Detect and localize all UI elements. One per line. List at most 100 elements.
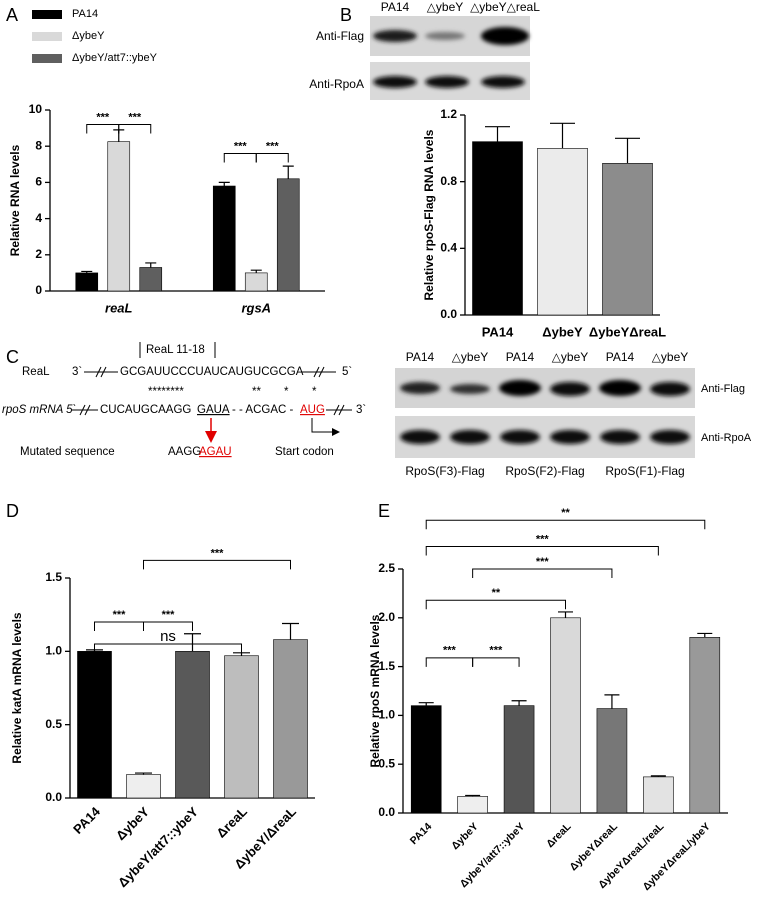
row-label: Anti-Flag: [701, 383, 745, 395]
y-tick-label: 0.8: [440, 174, 457, 188]
significance-label: ***: [234, 140, 248, 152]
significance-label: ***: [266, 140, 280, 152]
bar: [689, 637, 721, 814]
error-bar: [135, 772, 152, 775]
significance-bracket: [86, 123, 120, 134]
significance-label: ***: [211, 547, 225, 559]
bar: [175, 651, 210, 799]
sequence: CUCAUGCAAGG: [100, 404, 191, 416]
error-bar: [650, 775, 666, 777]
significance-bracket: [143, 621, 193, 631]
significance-label: ***: [162, 609, 176, 621]
significance-label: ***: [489, 645, 503, 657]
significance-bracket: [472, 657, 520, 667]
pairing-stars: **: [252, 386, 261, 398]
x-tick-label: ΔybeY: [113, 804, 152, 843]
legend-swatch: [32, 54, 62, 63]
y-tick-label: 0.0: [45, 790, 62, 804]
y-tick-label: 2.0: [378, 610, 395, 624]
bar: [457, 796, 488, 814]
panel-label: D: [6, 501, 19, 521]
bar: [126, 774, 161, 799]
error-bar: [418, 702, 434, 706]
sequence: AGAU: [199, 446, 232, 458]
legend-swatch: [32, 32, 62, 41]
error-bar: [218, 181, 230, 187]
error-bar: [282, 165, 294, 179]
error-bar: [604, 694, 620, 709]
sequence: GCGAUUCCCUAUCAUGUCGCGA: [120, 366, 304, 378]
error-bar: [615, 137, 640, 164]
significance-label: ***: [128, 111, 142, 123]
bar: [139, 267, 163, 292]
y-axis-label: Relative katA mRNA levels: [10, 612, 24, 764]
error-bar: [550, 122, 575, 149]
significance-label: ***: [443, 645, 457, 657]
legend-label: ΔybeY: [72, 30, 105, 42]
y-tick-label: 4: [35, 211, 42, 225]
y-tick-label: 1.0: [378, 708, 395, 722]
bracket-label: ReaL 11-18: [146, 344, 205, 356]
bar: [643, 776, 674, 814]
row-label: Anti-RpoA: [701, 432, 752, 444]
bar: [472, 141, 523, 316]
significance-bracket: [94, 621, 144, 631]
y-tick-label: 0.5: [378, 756, 395, 770]
significance-label: ***: [96, 111, 110, 123]
panel-label: E: [378, 501, 390, 521]
lane-label: PA14: [406, 350, 435, 364]
x-tick-label: ΔreaL: [213, 804, 250, 841]
error-bar: [465, 794, 481, 797]
x-tick-label: ΔybeY: [542, 324, 583, 339]
blot-row: [395, 416, 695, 458]
y-tick-label: 1.5: [378, 659, 395, 673]
blot-b: PA14 △ybeY △ybeY△reaL Anti-Flag Anti-Rpo…: [309, 0, 540, 100]
group-label: RpoS(F2)-Flag: [505, 464, 584, 478]
rna-name: rpoS mRNA 5`: [2, 404, 76, 416]
significance-bracket: [94, 643, 242, 653]
y-tick-label: 0.0: [378, 805, 395, 819]
y-axis-label: Relative RNA levels: [8, 144, 22, 256]
row-label: Anti-RpoA: [309, 77, 364, 91]
group-label: RpoS(F3)-Flag: [405, 464, 484, 478]
error-bar: [697, 632, 713, 638]
panel-label: B: [340, 5, 352, 25]
lane-label: △ybeY: [652, 350, 689, 364]
significance-bracket: [223, 152, 257, 163]
y-tick-label: 1.5: [45, 570, 62, 584]
significance-label: **: [492, 587, 501, 599]
error-bar: [485, 126, 510, 142]
y-tick-label: 0.0: [440, 307, 457, 321]
bar: [107, 141, 131, 292]
error-bar: [81, 270, 93, 273]
significance-bracket: [425, 657, 474, 667]
pairing-stars: *: [284, 386, 289, 398]
legend-swatch: [32, 10, 62, 19]
significance-label: ***: [113, 609, 127, 621]
sequence-diagram: ReaL 11-18 ReaL 3` GCGAUUCCCUAUCAUGUCGCG…: [2, 342, 366, 458]
sequence: AAGG: [168, 446, 201, 458]
lane-label: △ybeY: [427, 0, 464, 14]
bar: [602, 163, 653, 316]
lane-label: PA14: [606, 350, 635, 364]
row-label: Anti-Flag: [316, 29, 364, 43]
blot-row: [395, 368, 695, 408]
bar: [550, 617, 581, 814]
panel-label: A: [6, 5, 18, 25]
bar: [410, 705, 442, 814]
y-tick-label: 0.5: [45, 717, 62, 731]
error-bar: [282, 622, 299, 640]
error-bar: [250, 269, 262, 273]
significance-bracket: [143, 559, 291, 570]
bar: [537, 148, 588, 316]
sequence: - - ACGAC -: [232, 404, 294, 416]
pairing-stars: *: [312, 386, 317, 398]
blot-c: PA14 △ybeY PA14 △ybeY PA14 △ybeY Anti-Fl…: [395, 350, 752, 478]
bar: [244, 272, 268, 292]
bar: [273, 639, 308, 799]
error-bar: [184, 633, 201, 652]
x-tick-label: reaL: [105, 300, 133, 315]
significance-label: **: [561, 507, 570, 519]
error-bar: [558, 611, 573, 618]
